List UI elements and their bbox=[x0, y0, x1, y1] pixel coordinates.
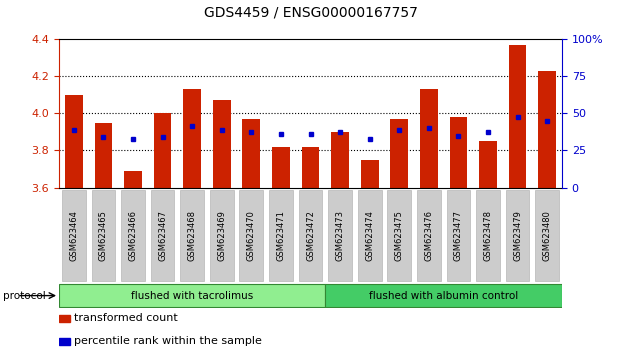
FancyBboxPatch shape bbox=[62, 189, 86, 281]
Bar bbox=[65, 95, 83, 188]
FancyBboxPatch shape bbox=[476, 189, 500, 281]
Text: GSM623479: GSM623479 bbox=[513, 210, 522, 261]
Text: GSM623474: GSM623474 bbox=[365, 210, 374, 261]
Bar bbox=[538, 70, 556, 188]
Text: GSM623465: GSM623465 bbox=[99, 210, 108, 261]
Text: GSM623468: GSM623468 bbox=[188, 210, 197, 261]
FancyBboxPatch shape bbox=[91, 189, 116, 281]
Bar bbox=[450, 117, 468, 188]
Text: GSM623466: GSM623466 bbox=[129, 210, 137, 261]
Bar bbox=[242, 119, 260, 188]
FancyBboxPatch shape bbox=[240, 189, 263, 281]
FancyBboxPatch shape bbox=[299, 189, 322, 281]
Bar bbox=[361, 160, 379, 188]
Text: GSM623473: GSM623473 bbox=[335, 210, 345, 261]
Text: GSM623476: GSM623476 bbox=[424, 210, 433, 261]
FancyBboxPatch shape bbox=[325, 285, 562, 307]
FancyBboxPatch shape bbox=[180, 189, 204, 281]
Bar bbox=[59, 315, 70, 321]
FancyBboxPatch shape bbox=[329, 189, 352, 281]
Bar bbox=[509, 45, 527, 188]
Bar bbox=[331, 132, 349, 188]
Bar bbox=[272, 147, 290, 188]
FancyBboxPatch shape bbox=[210, 189, 233, 281]
Text: GSM623477: GSM623477 bbox=[454, 210, 463, 261]
Text: GSM623470: GSM623470 bbox=[247, 210, 256, 261]
Bar bbox=[94, 122, 112, 188]
Bar bbox=[391, 119, 408, 188]
Bar bbox=[479, 141, 497, 188]
Text: protocol: protocol bbox=[3, 291, 46, 301]
FancyBboxPatch shape bbox=[388, 189, 411, 281]
Text: GSM623471: GSM623471 bbox=[276, 210, 286, 261]
Bar bbox=[302, 147, 319, 188]
FancyBboxPatch shape bbox=[59, 285, 325, 307]
Text: GSM623478: GSM623478 bbox=[484, 210, 492, 261]
Text: GSM623469: GSM623469 bbox=[217, 210, 226, 261]
Bar bbox=[153, 113, 171, 188]
FancyBboxPatch shape bbox=[505, 189, 530, 281]
FancyBboxPatch shape bbox=[269, 189, 292, 281]
FancyBboxPatch shape bbox=[535, 189, 559, 281]
Text: GSM623472: GSM623472 bbox=[306, 210, 315, 261]
FancyBboxPatch shape bbox=[358, 189, 381, 281]
Text: GDS4459 / ENSG00000167757: GDS4459 / ENSG00000167757 bbox=[204, 5, 417, 19]
Text: GSM623464: GSM623464 bbox=[70, 210, 78, 261]
Text: GSM623475: GSM623475 bbox=[395, 210, 404, 261]
Text: percentile rank within the sample: percentile rank within the sample bbox=[74, 336, 262, 346]
Bar bbox=[124, 171, 142, 188]
Bar bbox=[213, 100, 230, 188]
Text: transformed count: transformed count bbox=[74, 313, 178, 323]
FancyBboxPatch shape bbox=[121, 189, 145, 281]
Text: flushed with albumin control: flushed with albumin control bbox=[369, 291, 519, 301]
Text: GSM623480: GSM623480 bbox=[543, 210, 551, 261]
Bar bbox=[183, 89, 201, 188]
Bar bbox=[420, 89, 438, 188]
FancyBboxPatch shape bbox=[151, 189, 175, 281]
Bar bbox=[59, 338, 70, 344]
Text: flushed with tacrolimus: flushed with tacrolimus bbox=[131, 291, 253, 301]
FancyBboxPatch shape bbox=[417, 189, 441, 281]
Text: GSM623467: GSM623467 bbox=[158, 210, 167, 261]
FancyBboxPatch shape bbox=[446, 189, 470, 281]
